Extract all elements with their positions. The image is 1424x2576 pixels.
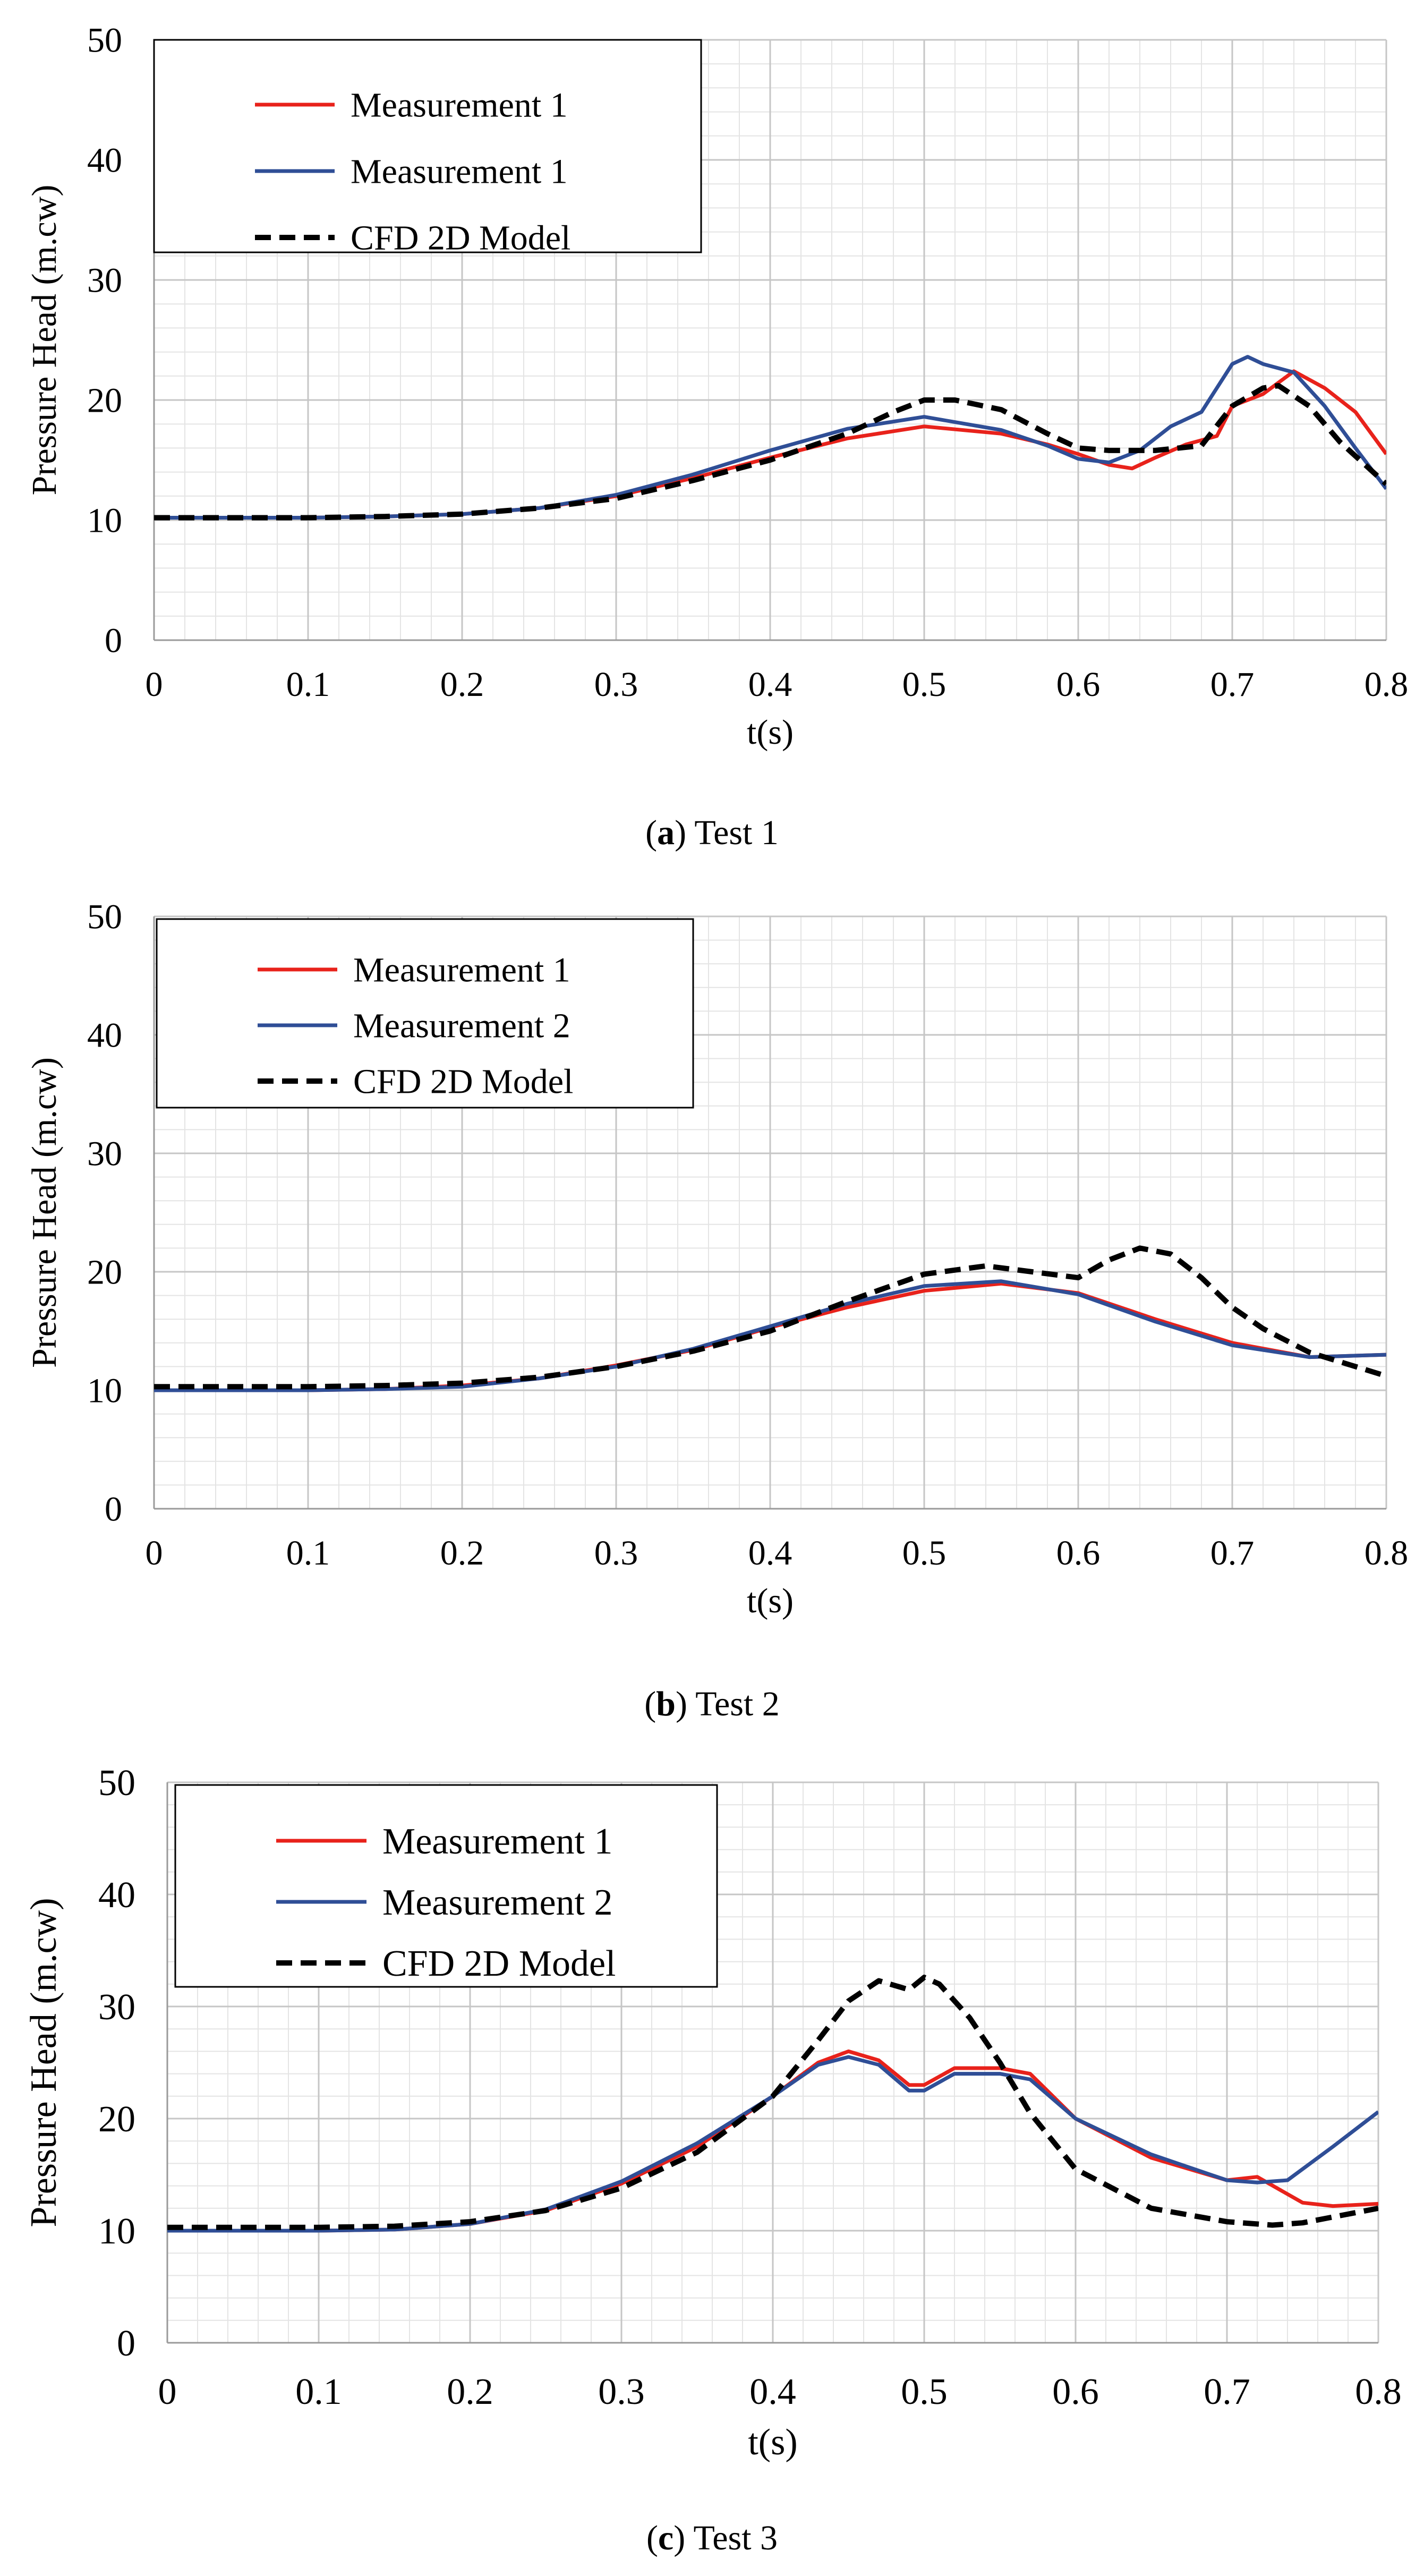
y-tick-label: 10 [98, 2211, 135, 2252]
y-tick-label: 10 [87, 1371, 122, 1410]
legend-label-3: CFD 2D Model [353, 1062, 573, 1101]
legend-label-2: Measurement 2 [353, 1006, 570, 1045]
legend: Measurement 1 Measurement 2 CFD 2D Model [156, 918, 694, 1109]
chart-panel-a: 0 10 20 30 40 50 0 0.1 0.2 0.3 0.4 0.5 0.6 0.7 0.8 t(s)… [0, 0, 1424, 877]
x-tick-label: 0.2 [447, 2371, 493, 2412]
legend-label-1: Measurement 1 [382, 1821, 612, 1862]
chart-c: 0 10 20 30 40 50 0 0.1 0.2 0.3 0.4 0.5 0.6 0.7 0.8 t(s)… [23, 1763, 1402, 2463]
x-tick-label: 0.7 [1210, 665, 1255, 704]
x-tick-label: 0.4 [748, 665, 792, 704]
caption-letter: c [658, 2519, 674, 2557]
y-tick-label: 50 [87, 897, 122, 936]
legend-label-3: CFD 2D Model [351, 218, 570, 257]
legend: Measurement 1 Measurement 2 CFD 2D Model [174, 1784, 718, 1988]
x-tick-label: 0.5 [902, 665, 947, 704]
x-tick-label: 0.5 [902, 1534, 947, 1572]
x-tick-label: 0.8 [1355, 2371, 1402, 2412]
legend-label-3: CFD 2D Model [382, 1943, 616, 1984]
series-line-3 [154, 382, 1386, 521]
y-tick-label: 50 [98, 1763, 135, 1804]
y-axis-label: Pressure Head (m.cw) [25, 1057, 64, 1368]
x-axis-label: t(s) [747, 713, 794, 752]
caption-b: (b) Test 2 [644, 1685, 780, 1723]
y-tick-label: 10 [87, 501, 122, 540]
x-tick-label: 0 [146, 665, 163, 704]
x-tick-label: 0.6 [1052, 2371, 1099, 2412]
caption-letter: a [657, 813, 675, 852]
series-line-2 [167, 2055, 1378, 2233]
chart-a: 0 10 20 30 40 50 0 0.1 0.2 0.3 0.4 0.5 0.6 0.7 0.8 t(s)… [25, 21, 1409, 752]
y-tick-label: 30 [87, 261, 122, 300]
x-tick-label: 0 [146, 1534, 163, 1572]
x-axis-label: t(s) [748, 2422, 797, 2463]
x-tick-label: 0.1 [295, 2371, 342, 2412]
y-axis-label: Pressure Head (m.cw) [23, 1898, 64, 2227]
y-tick-label: 30 [98, 1987, 135, 2028]
legend-box [153, 39, 702, 253]
x-tick-label: 0.6 [1056, 665, 1101, 704]
x-tick-label: 0.7 [1204, 2371, 1250, 2412]
series-line-3 [154, 1245, 1386, 1390]
x-axis-label: t(s) [747, 1582, 794, 1620]
caption-c: (c) Test 3 [646, 2519, 778, 2557]
x-tick-label: 0.4 [748, 1534, 792, 1572]
series-line-2 [154, 1279, 1386, 1392]
legend-label-1: Measurement 1 [351, 86, 568, 124]
y-tick-label: 0 [117, 2323, 135, 2364]
y-tick-label: 20 [87, 381, 122, 420]
series-line-3 [167, 1975, 1378, 2230]
x-tick-label: 0.3 [594, 1534, 638, 1572]
legend-label-2: Measurement 2 [382, 1882, 612, 1923]
x-tick-label: 0.8 [1365, 665, 1409, 704]
caption-letter: b [656, 1685, 676, 1723]
y-axis-label: Pressure Head (m.cw) [25, 185, 64, 496]
legend-box [174, 1784, 718, 1988]
x-tick-label: 0.2 [440, 665, 484, 704]
legend-label-1: Measurement 1 [353, 950, 570, 989]
caption-a: (a) Test 1 [645, 813, 779, 852]
y-tick-label: 0 [105, 621, 122, 660]
y-tick-label: 30 [87, 1134, 122, 1173]
chart-b: 0 10 20 30 40 50 0 0.1 0.2 0.3 0.4 0.5 0.6 0.7 0.8 t(s)… [25, 897, 1409, 1620]
x-tick-label: 0.1 [286, 1534, 330, 1572]
y-tick-label: 40 [98, 1875, 135, 1916]
x-tick-label: 0 [158, 2371, 177, 2412]
y-tick-label: 50 [87, 21, 122, 59]
chart-panel-c: 0 10 20 30 40 50 0 0.1 0.2 0.3 0.4 0.5 0.6 0.7 0.8 t(s)… [0, 1753, 1424, 2576]
legend-label-2: Measurement 1 [351, 152, 568, 191]
y-tick-label: 20 [87, 1253, 122, 1291]
x-tick-label: 0.8 [1365, 1534, 1409, 1572]
x-tick-label: 0.5 [901, 2371, 948, 2412]
x-tick-label: 0.1 [286, 665, 330, 704]
legend: Measurement 1 Measurement 1 CFD 2D Model [153, 39, 702, 257]
y-tick-label: 40 [87, 141, 122, 180]
x-tick-label: 0.4 [749, 2371, 796, 2412]
caption-text: Test 3 [693, 2519, 778, 2557]
y-tick-label: 40 [87, 1016, 122, 1055]
x-tick-label: 0.7 [1210, 1534, 1255, 1572]
y-tick-label: 20 [98, 2099, 135, 2140]
x-tick-label: 0.6 [1056, 1534, 1101, 1572]
x-tick-label: 0.3 [594, 665, 638, 704]
x-tick-label: 0.3 [598, 2371, 645, 2412]
x-tick-label: 0.2 [440, 1534, 484, 1572]
caption-text: Test 2 [695, 1685, 780, 1723]
chart-panel-b: 0 10 20 30 40 50 0 0.1 0.2 0.3 0.4 0.5 0.6 0.7 0.8 t(s)… [0, 877, 1424, 1753]
y-tick-label: 0 [105, 1490, 122, 1528]
caption-text: Test 1 [694, 813, 779, 852]
legend-box [156, 918, 694, 1109]
